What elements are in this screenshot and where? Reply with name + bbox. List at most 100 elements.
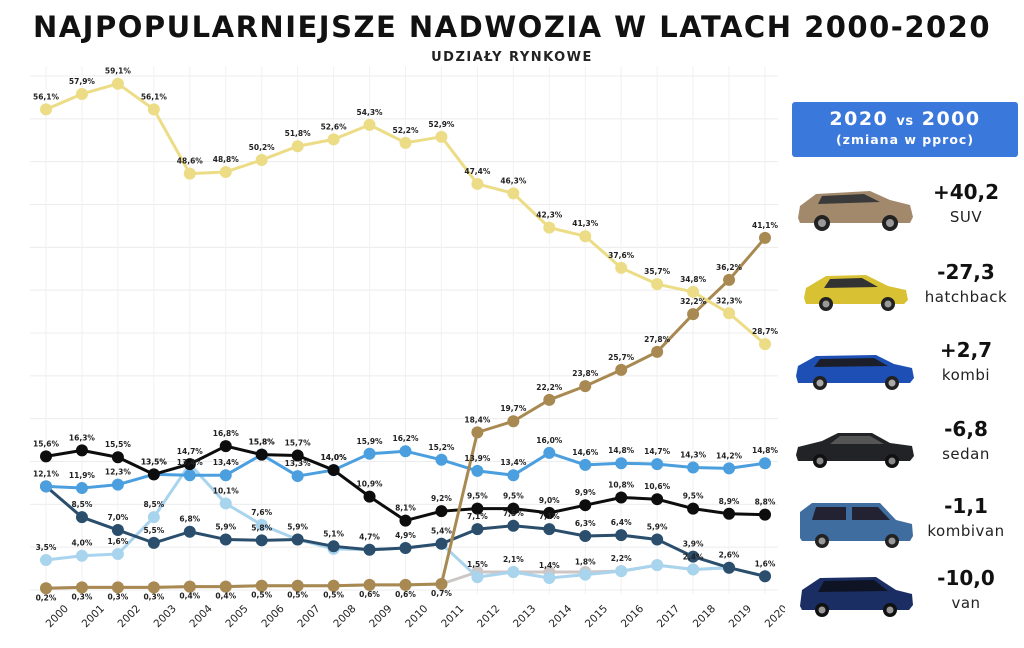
data-label: 22,2% [536,383,563,392]
x-tick-label: 2004 [187,603,215,631]
sedan-delta: -6,8 [944,417,988,441]
comparison-row-hatchback: -27,3 hatchback [790,256,1022,324]
data-label: 5,9% [287,522,308,531]
data-point-hatchback [687,285,700,298]
data-label: 9,5% [467,492,488,501]
data-point-kombivan [507,519,520,532]
data-label: 1,6% [107,537,128,546]
x-tick-label: 2016 [619,603,647,631]
data-point-SUV [687,308,700,321]
data-point-kombivan [219,533,232,546]
data-label: 37,6% [608,251,635,260]
x-tick-label: 2014 [547,603,575,631]
line-chart: 0,2% 0,3% 0,3% 0,3% 0,4% 0,4% 0,5% 0,5% 0,5% 0,6%… [30,66,785,631]
data-point-SUV [363,578,376,591]
x-tick-label: 2005 [223,603,250,630]
data-point-SUV [399,578,412,591]
data-point-kombi [579,458,592,471]
data-label: 14,2% [716,451,743,460]
data-point-SUV [147,581,160,594]
data-label: 15,8% [249,438,276,447]
data-label: 1,8% [575,558,596,567]
data-label: 4,7% [359,533,380,542]
data-point-SUV [327,579,340,592]
data-label: 7,6% [251,508,272,517]
data-point-kombi [759,457,771,470]
data-label: 0,5% [287,591,308,600]
data-label: 9,2% [431,494,452,503]
data-point-kombi [291,470,304,483]
data-point-sedan [543,506,556,519]
comparison-row-van: -10,0 van [790,562,1022,630]
data-point-SUV [40,582,52,595]
data-point-hatchback [399,136,412,149]
data-point-van [651,559,664,572]
data-point-hatchback [723,307,736,320]
data-point-hatchback [579,230,592,243]
data-label: 0,6% [359,590,380,599]
data-point-van [543,572,556,585]
data-point-SUV [543,393,556,406]
data-label: 10,1% [213,486,240,495]
x-tick-label: 2008 [331,603,358,630]
data-point-van [507,566,520,579]
data-point-hatchback [183,167,196,180]
data-point-SUV [291,579,304,592]
data-label: 2,6% [719,551,740,560]
data-label: 51,8% [285,129,312,138]
data-label: 3,5% [36,543,57,552]
data-label: 2,1% [503,555,524,564]
x-tick-label: 2003 [151,603,178,630]
data-point-SUV [579,380,592,393]
van-delta: -10,0 [937,566,995,590]
x-tick-label: 2000 [44,603,71,630]
data-label: 9,0% [539,496,560,505]
sedan-car-icon [796,433,914,468]
data-point-kombivan [183,525,196,538]
data-point-kombivan [651,533,664,546]
data-label: 14,8% [752,446,779,455]
data-point-hatchback [543,221,556,234]
data-point-sedan [399,514,412,527]
data-label: 8,9% [719,497,740,506]
data-label: 6,8% [179,515,200,524]
data-point-van [219,497,232,510]
data-label: 14,6% [572,448,599,457]
data-label: 0,7% [431,589,452,598]
data-point-sedan [651,493,664,506]
data-point-kombivan [399,542,412,555]
data-point-hatchback [219,165,232,178]
data-point-kombivan [363,543,376,556]
data-point-kombi [543,446,556,459]
suv-car-icon [798,191,913,231]
data-point-kombivan [327,540,340,553]
data-label: 15,7% [285,439,312,448]
data-label: 47,4% [464,167,491,176]
x-tick-label: 2015 [583,603,610,630]
data-point-SUV [507,415,520,428]
data-label: 5,4% [431,527,452,536]
x-tick-label: 2010 [403,603,430,630]
data-label: 14,0% [321,453,348,462]
data-label: 16,0% [536,436,563,445]
data-label: 23,8% [572,369,599,378]
comparison-vs: vs [896,114,914,129]
data-label: 1,4% [539,561,560,570]
data-label: 18,4% [464,415,491,424]
data-point-sedan [363,490,376,503]
data-label: 36,2% [716,263,743,272]
data-label: 0,5% [323,591,344,600]
data-point-SUV [75,581,88,594]
chart-subtitle: UDZIAŁY RYNKOWE [431,50,593,65]
data-label: 52,2% [392,126,419,135]
data-label: 13,4% [500,458,527,467]
data-point-sedan [759,508,771,521]
data-label: 9,9% [575,488,596,497]
x-tick-label: 2020 [763,603,785,630]
data-label: 10,8% [608,480,635,489]
data-label: 41,1% [752,221,779,230]
data-point-van [615,565,628,578]
data-label: 54,3% [357,108,384,117]
data-label: 7,1% [539,512,560,521]
data-label: 1,5% [467,560,488,569]
